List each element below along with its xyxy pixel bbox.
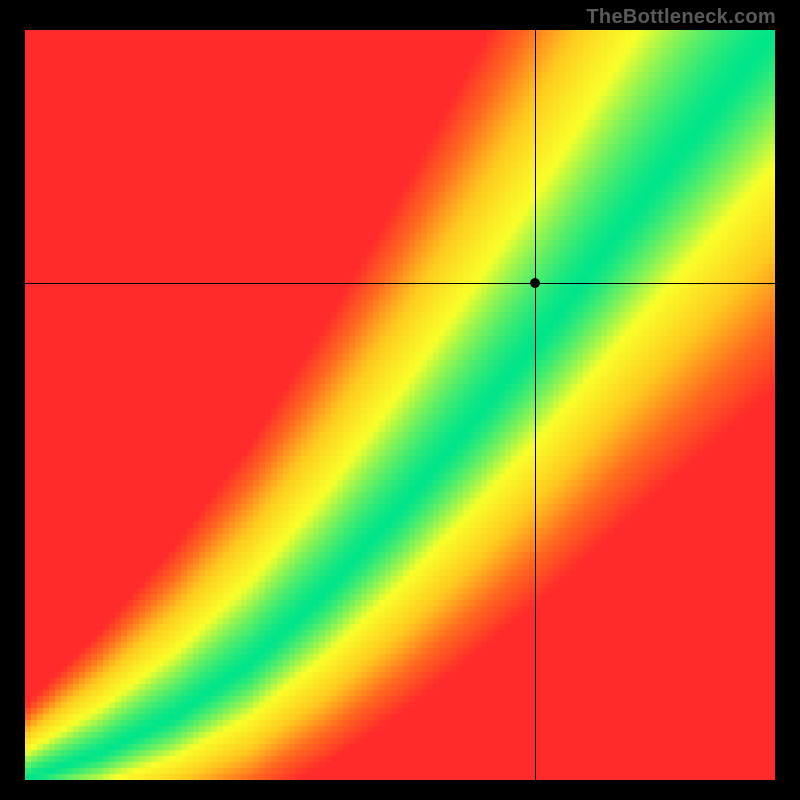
crosshair-vertical <box>535 30 536 780</box>
crosshair-horizontal <box>25 283 775 284</box>
bottleneck-heatmap <box>25 30 775 780</box>
heatmap-canvas <box>25 30 775 780</box>
crosshair-marker <box>530 278 540 288</box>
watermark-text: TheBottleneck.com <box>586 6 776 29</box>
